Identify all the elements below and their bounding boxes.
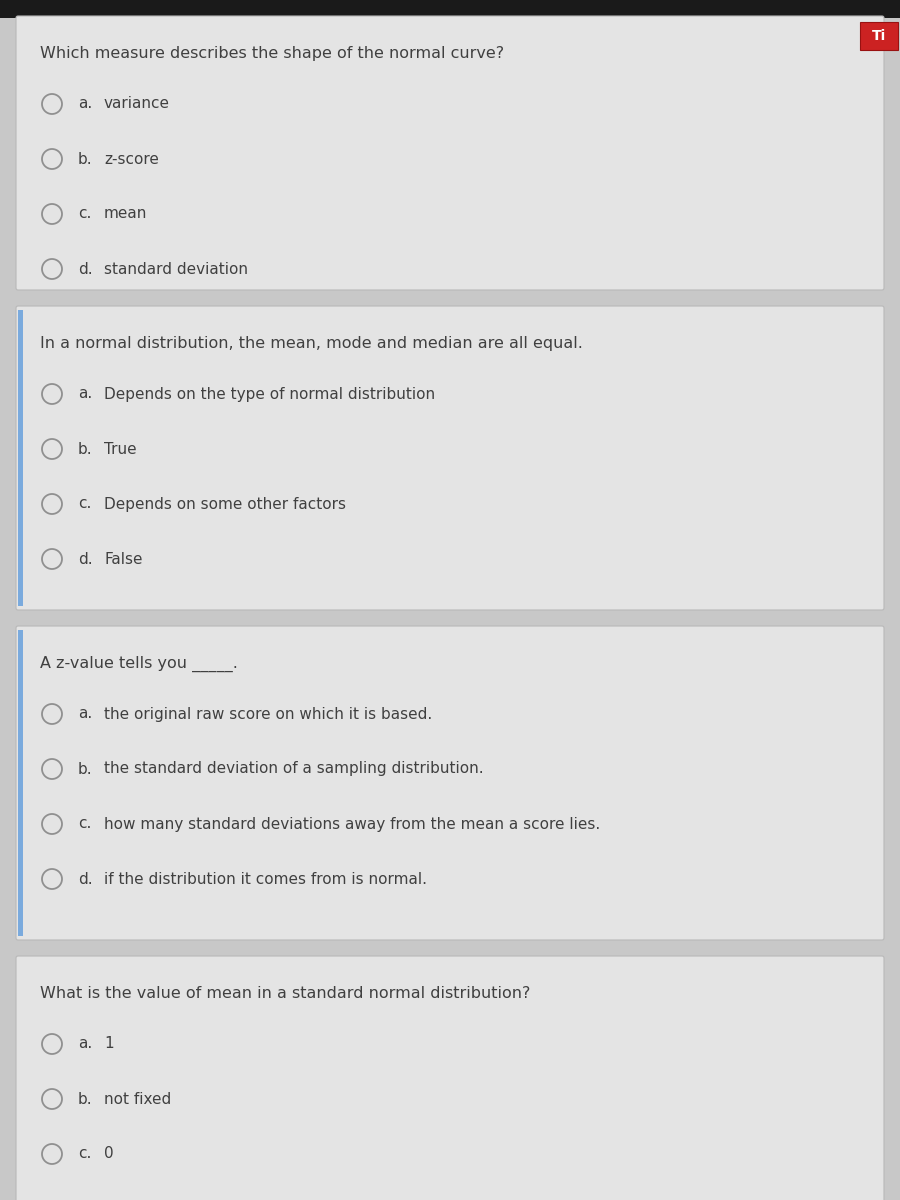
Text: mean: mean — [104, 206, 148, 222]
Text: d.: d. — [78, 871, 93, 887]
Text: if the distribution it comes from is normal.: if the distribution it comes from is nor… — [104, 871, 427, 887]
Text: b.: b. — [78, 1092, 93, 1106]
Text: the standard deviation of a sampling distribution.: the standard deviation of a sampling dis… — [104, 762, 483, 776]
Text: 1: 1 — [104, 1037, 113, 1051]
Bar — [18, 310, 23, 606]
Text: True: True — [104, 442, 137, 456]
Text: In a normal distribution, the mean, mode and median are all equal.: In a normal distribution, the mean, mode… — [40, 336, 583, 350]
Bar — [0, 0, 900, 18]
Text: how many standard deviations away from the mean a score lies.: how many standard deviations away from t… — [104, 816, 600, 832]
Text: Which measure describes the shape of the normal curve?: Which measure describes the shape of the… — [40, 46, 504, 61]
Text: d.: d. — [78, 552, 93, 566]
FancyBboxPatch shape — [16, 16, 884, 290]
Text: False: False — [104, 552, 142, 566]
Text: standard deviation: standard deviation — [104, 262, 248, 276]
Text: not fixed: not fixed — [104, 1092, 171, 1106]
Text: c.: c. — [78, 1146, 92, 1162]
Text: variance: variance — [104, 96, 170, 112]
FancyBboxPatch shape — [16, 956, 884, 1200]
Text: What is the value of mean in a standard normal distribution?: What is the value of mean in a standard … — [40, 986, 530, 1001]
Text: c.: c. — [78, 497, 92, 511]
Text: a.: a. — [78, 1037, 92, 1051]
Text: c.: c. — [78, 206, 92, 222]
Text: d.: d. — [78, 262, 93, 276]
Text: b.: b. — [78, 442, 93, 456]
FancyBboxPatch shape — [16, 626, 884, 940]
Text: b.: b. — [78, 762, 93, 776]
Text: Depends on some other factors: Depends on some other factors — [104, 497, 346, 511]
Text: 0: 0 — [104, 1146, 113, 1162]
Bar — [860, 22, 898, 50]
Text: Depends on the type of normal distribution: Depends on the type of normal distributi… — [104, 386, 435, 402]
Text: the original raw score on which it is based.: the original raw score on which it is ba… — [104, 707, 432, 721]
FancyBboxPatch shape — [16, 306, 884, 610]
Bar — [18, 630, 23, 936]
Text: a.: a. — [78, 707, 92, 721]
Text: z-score: z-score — [104, 151, 159, 167]
Text: c.: c. — [78, 816, 92, 832]
Text: a.: a. — [78, 96, 92, 112]
Text: a.: a. — [78, 386, 92, 402]
Text: b.: b. — [78, 151, 93, 167]
Text: Ti: Ti — [872, 29, 886, 43]
Text: A z-value tells you _____.: A z-value tells you _____. — [40, 656, 238, 672]
